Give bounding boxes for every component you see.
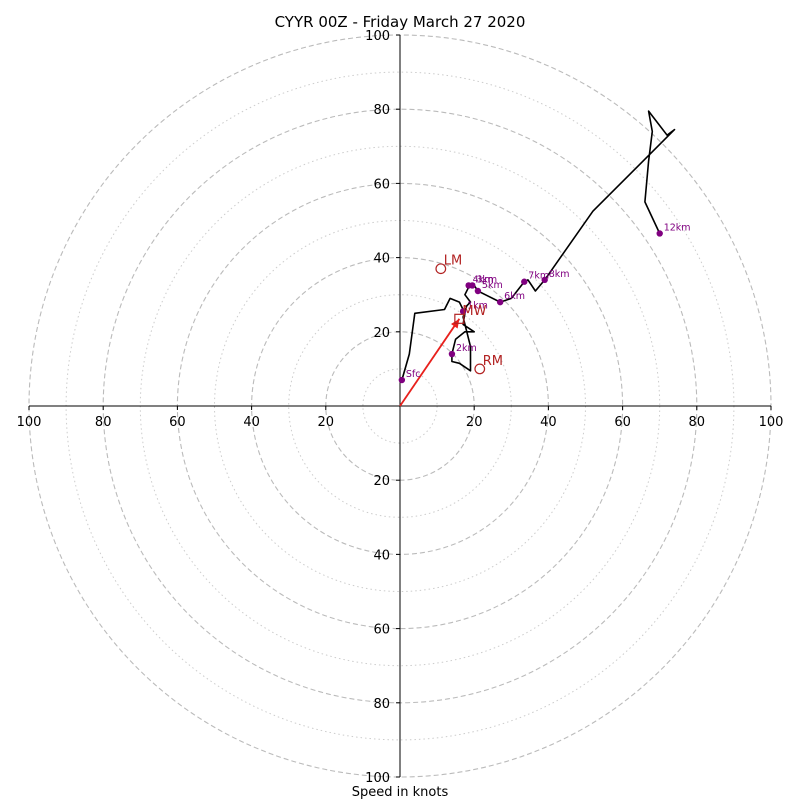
storm-motion-mw-marker bbox=[454, 313, 465, 324]
storm-motion-label: MW bbox=[462, 304, 486, 319]
height-marker-label: 4km bbox=[473, 274, 494, 285]
y-tick-label: 80 bbox=[373, 103, 390, 118]
wind-trace-layer bbox=[401, 110, 676, 381]
height-marker-sfc bbox=[398, 376, 406, 384]
height-marker-2km bbox=[448, 350, 456, 358]
shear-vector-line bbox=[399, 318, 461, 407]
height-marker-5km bbox=[474, 287, 482, 295]
x-axis-label: Speed in knots bbox=[352, 785, 449, 800]
y-tick-label: 80 bbox=[373, 697, 390, 712]
height-marker-label: 1km bbox=[467, 300, 488, 311]
x-tick-label: 60 bbox=[169, 415, 186, 430]
wind-trace-line bbox=[401, 110, 676, 381]
height-marker-12km bbox=[656, 230, 663, 237]
storm-motion-label: LM bbox=[444, 254, 462, 269]
y-tick-label: 100 bbox=[365, 771, 390, 786]
y-tick-label: 40 bbox=[373, 252, 390, 267]
x-tick-label: 100 bbox=[17, 415, 42, 430]
height-marker-1km bbox=[459, 308, 467, 315]
y-tick-label: 100 bbox=[365, 29, 390, 44]
height-marker-label: 5km bbox=[482, 280, 503, 291]
x-tick-label: 80 bbox=[689, 415, 706, 430]
y-tick-label: 20 bbox=[373, 474, 390, 489]
chart-title: CYYR 00Z - Friday March 27 2020 bbox=[275, 13, 526, 31]
height-marker-label: 6km bbox=[504, 291, 525, 302]
storm-motion-label: RM bbox=[483, 354, 503, 369]
height-marker-label: Sfc bbox=[406, 369, 421, 380]
height-marker-label: 3km bbox=[476, 274, 497, 285]
height-marker-4km bbox=[465, 282, 472, 289]
x-tick-label: 80 bbox=[95, 415, 112, 430]
x-tick-label: 20 bbox=[318, 415, 335, 430]
height-marker-7km bbox=[521, 278, 528, 285]
storm-motion-rm-marker bbox=[474, 363, 486, 375]
y-tick-label: 60 bbox=[373, 177, 390, 192]
axis-tick-labels: 100 80 60 40 20 20 40 60 80 100 20 40 60 80 100 20 40 60 8… bbox=[17, 29, 784, 786]
storm-motion-layer: LM RM MW bbox=[435, 254, 503, 375]
x-tick-label: 40 bbox=[243, 415, 260, 430]
x-tick-label: 60 bbox=[614, 415, 631, 430]
height-marker-label: 7km bbox=[528, 271, 549, 282]
x-tick-label: 100 bbox=[759, 415, 784, 430]
y-tick-label: 60 bbox=[373, 623, 390, 638]
y-tick-label: 20 bbox=[373, 326, 390, 341]
height-marker-label: 12km bbox=[664, 222, 691, 233]
height-marker-6km bbox=[496, 298, 504, 306]
x-tick-label: 40 bbox=[540, 415, 557, 430]
x-tick-label: 20 bbox=[466, 415, 483, 430]
shear-vector-layer bbox=[399, 318, 461, 407]
height-marker-label: 2km bbox=[456, 343, 477, 354]
y-tick-label: 40 bbox=[373, 548, 390, 563]
height-marker-8km bbox=[541, 276, 548, 284]
height-marker-label: 8km bbox=[549, 269, 570, 280]
storm-motion-lm-marker bbox=[435, 263, 447, 275]
